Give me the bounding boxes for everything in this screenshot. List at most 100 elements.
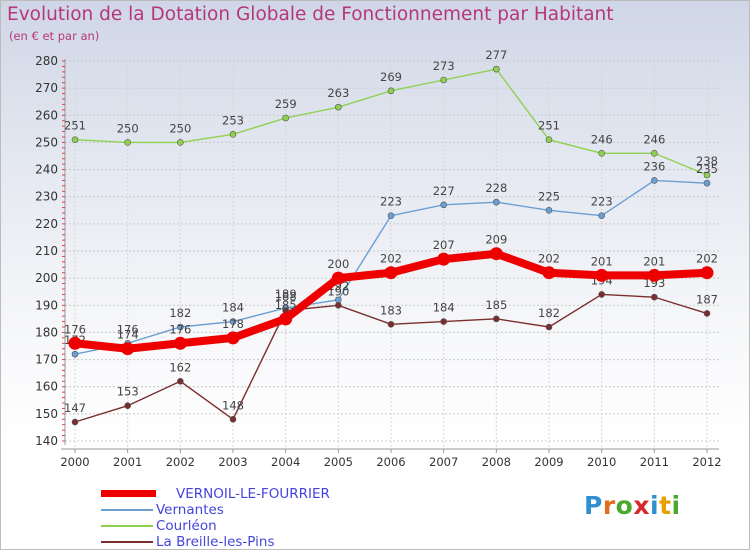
data-point — [700, 266, 714, 280]
logo-letter: i — [671, 491, 681, 520]
data-label: 201 — [591, 254, 613, 268]
data-label: 236 — [643, 159, 665, 173]
data-point — [387, 212, 395, 220]
data-label: 227 — [433, 184, 455, 198]
y-tick-label: 150 — [35, 407, 58, 421]
chart-title: Evolution de la Dotation Globale de Fonc… — [7, 4, 614, 25]
data-label: 200 — [327, 257, 349, 271]
legend-swatch — [101, 525, 153, 527]
data-point — [124, 402, 131, 410]
data-point — [387, 320, 395, 328]
y-tick-label: 250 — [35, 135, 58, 149]
x-tick-label: 2009 — [534, 455, 563, 469]
data-label: 184 — [222, 301, 244, 315]
data-point — [384, 266, 398, 280]
data-label: 228 — [485, 181, 507, 195]
data-point — [173, 336, 187, 350]
data-point — [124, 139, 131, 146]
x-tick-label: 2003 — [218, 455, 247, 469]
x-tick-label: 2007 — [429, 455, 458, 469]
legend-label: VERNOIL-LE-FOURRIER — [176, 486, 330, 502]
y-tick-label: 170 — [35, 353, 58, 367]
data-point — [440, 76, 447, 84]
data-label: 269 — [380, 70, 402, 84]
data-point — [598, 212, 605, 220]
x-tick-label: 2008 — [482, 455, 511, 469]
data-label: 189 — [275, 287, 297, 301]
data-point — [651, 177, 658, 184]
logo-letter: x — [633, 491, 650, 520]
data-point — [177, 377, 184, 385]
logo-letter: o — [615, 491, 634, 520]
data-label: 174 — [117, 328, 139, 342]
y-tick-label: 260 — [35, 108, 58, 122]
data-point — [71, 136, 79, 144]
y-tick-label: 160 — [35, 380, 58, 394]
x-tick-label: 2005 — [324, 455, 353, 469]
x-tick-label: 2011 — [640, 455, 669, 469]
data-point — [177, 323, 184, 331]
data-point — [703, 171, 711, 179]
data-point — [493, 65, 500, 73]
y-tick-label: 200 — [35, 271, 58, 285]
data-label: 162 — [169, 360, 191, 374]
data-point — [493, 198, 500, 206]
data-point — [226, 331, 240, 345]
data-label: 182 — [169, 306, 191, 320]
data-point — [71, 350, 79, 358]
data-label: 223 — [380, 195, 402, 209]
data-label: 187 — [696, 292, 718, 306]
data-label: 251 — [64, 119, 86, 133]
legend-label: Courléon — [156, 518, 217, 534]
data-point — [595, 268, 609, 282]
data-label: 251 — [538, 119, 560, 133]
plot-area: 140 150 160 170 180 190 200 210 220 230 240 250 260 2… — [35, 54, 722, 469]
data-point — [177, 139, 184, 146]
data-point — [703, 179, 711, 187]
data-label: 238 — [696, 154, 718, 168]
data-label: 153 — [117, 385, 139, 399]
data-label: 273 — [433, 59, 455, 73]
data-label: 188 — [275, 290, 297, 304]
y-tick-label: 270 — [35, 81, 58, 95]
data-label: 277 — [485, 48, 507, 62]
y-tick-label: 230 — [35, 190, 58, 204]
data-point — [229, 318, 237, 325]
data-label: 185 — [485, 298, 507, 312]
data-point — [387, 87, 395, 95]
chart-subtitle: (en € et par an) — [9, 29, 100, 43]
legend-swatch — [101, 490, 156, 497]
y-tick-label: 280 — [35, 54, 58, 68]
legend-swatch — [101, 509, 153, 511]
y-tick-label: 210 — [35, 244, 58, 258]
data-label: 250 — [117, 121, 139, 135]
data-label: 190 — [327, 284, 349, 298]
logo-letter: i — [650, 491, 660, 520]
data-label: 193 — [643, 276, 665, 290]
data-point — [440, 318, 447, 325]
data-label: 263 — [327, 86, 349, 100]
legend-swatch — [101, 541, 153, 543]
x-tick-label: 2010 — [587, 455, 616, 469]
data-point — [703, 310, 711, 317]
data-point — [121, 342, 135, 356]
logo-letter: P — [584, 491, 603, 520]
data-point — [651, 293, 658, 301]
data-point — [545, 323, 553, 331]
legend-label: La Breille-les-Pins — [156, 534, 275, 550]
data-point — [493, 315, 500, 323]
data-label: 225 — [538, 189, 560, 203]
x-tick-label: 2004 — [271, 455, 300, 469]
y-tick-label: 240 — [35, 163, 58, 177]
data-label: 183 — [380, 303, 402, 317]
data-label: 148 — [222, 398, 244, 412]
data-point — [437, 252, 451, 266]
data-label: 147 — [64, 401, 86, 415]
data-label: 176 — [169, 322, 191, 336]
logo-letter: r — [602, 491, 616, 520]
data-label: 202 — [538, 252, 560, 266]
data-label: 202 — [696, 252, 718, 266]
data-point — [545, 206, 553, 214]
